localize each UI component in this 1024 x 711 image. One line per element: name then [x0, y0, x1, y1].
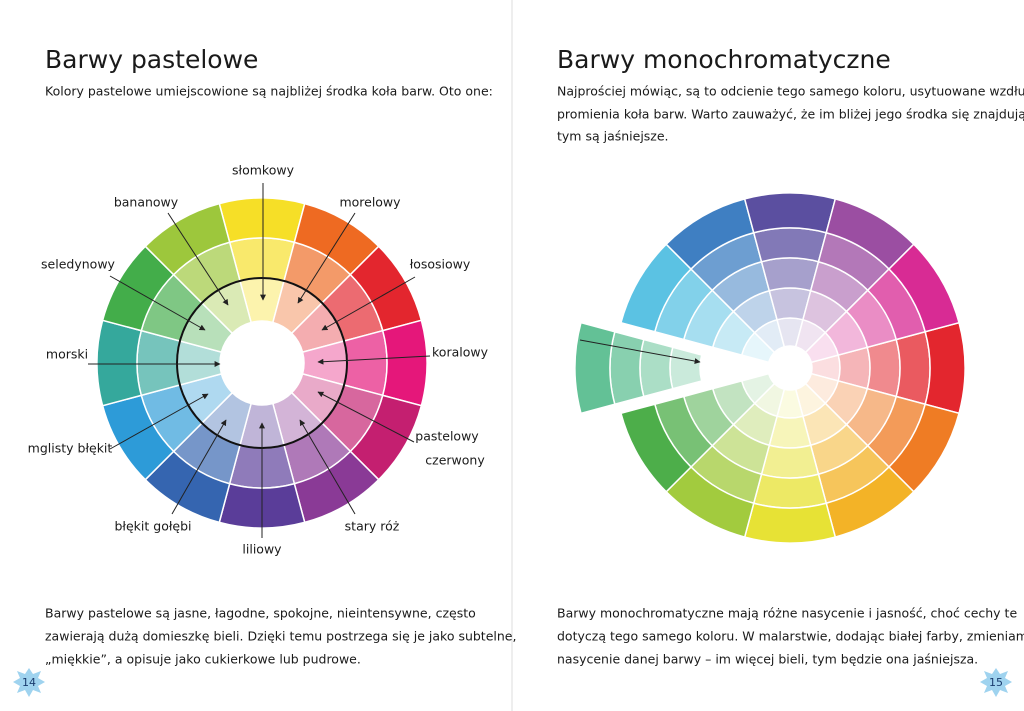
radius-arrow [579, 339, 701, 364]
wheel-label: bananowy [114, 195, 179, 210]
page-number: 15 [989, 676, 1003, 689]
page-number-splash [980, 668, 1012, 697]
wheel-segment [218, 197, 306, 244]
right-intro-line: Najprościej mówiąc, są to odcienie tego … [557, 84, 1024, 99]
wheel-segment [96, 319, 143, 407]
mono-segment [574, 321, 703, 415]
wheel-label: morelowy [339, 195, 401, 210]
pointer-arrow [321, 276, 416, 331]
wheel-segment [895, 330, 931, 406]
wheel-segment [760, 257, 820, 292]
wheel-segment [136, 329, 181, 397]
wheel-label: stary róż [345, 519, 400, 534]
mono-segment [804, 243, 960, 364]
left-body-line: Barwy pastelowe są jasne, łagodne, spoko… [45, 606, 476, 621]
wheel-segment [743, 192, 837, 234]
pointer-arrow [317, 355, 431, 365]
wheel-segment [924, 321, 966, 415]
wheel-label: morski [46, 347, 88, 362]
wheel-segment [343, 329, 388, 397]
page-number: 14 [22, 676, 36, 689]
wheel-label: koralowy [432, 345, 489, 360]
page-number-splash [13, 668, 45, 697]
wheel-label: pastelowy [415, 429, 479, 444]
left-body-line: zawierają dużą domieszkę bieli. Dzięki t… [45, 629, 516, 644]
wheel-segment [866, 338, 901, 398]
mono-segment [665, 198, 786, 354]
wheel-segment [381, 319, 428, 407]
mono-segment [794, 382, 915, 538]
pointer-arrow [297, 212, 356, 304]
wheel-segment [752, 473, 828, 509]
mono-segment [620, 372, 776, 493]
wheel-segment [620, 403, 693, 493]
mono-segment [743, 192, 837, 348]
pointer-arrow [171, 419, 227, 515]
right-body-line: Barwy monochromatyczne mają różne nasyce… [557, 606, 1017, 621]
pointer-arrow [299, 419, 356, 515]
wheel-segment [228, 237, 296, 282]
wheel-label: seledynowy [41, 257, 115, 272]
pointer-arrow [109, 275, 206, 331]
pointer-arrow [167, 212, 229, 306]
right-title: Barwy monochromatyczne [557, 45, 891, 74]
wheel-label: błękit gołębi [115, 519, 192, 534]
left-body-line: „miękkie”, a opisuje jako cukierkowe lub… [45, 652, 361, 667]
left-title: Barwy pastelowe [45, 45, 258, 74]
wheel-label: mglisty błękit [28, 441, 113, 456]
wheel-segment [743, 502, 837, 544]
wheel-label: łososiowy [410, 257, 471, 272]
pointer-arrow [317, 391, 415, 443]
right-body-line: dotyczą tego samego koloru. W malarstwie… [557, 629, 1024, 644]
left-intro: Kolory pastelowe umiejscowione są najbli… [45, 84, 493, 99]
mono-segment [743, 388, 837, 544]
right-body-line: nasycenie danej barwy – im więcej bieli,… [557, 652, 978, 667]
wheel-segment [887, 243, 960, 333]
wheel-label: słomkowy [232, 163, 295, 178]
wheel-label: czerwony [425, 453, 485, 468]
wheel-segment [760, 444, 820, 479]
wheel-segment [144, 202, 231, 276]
color-wheels [96, 192, 966, 544]
right-intro-line: tym są jaśniejsze. [557, 129, 669, 144]
mono-segment [810, 321, 966, 415]
wheel-segment [574, 321, 616, 415]
pointer-arrow [109, 393, 209, 450]
wheel-label: liliowy [242, 542, 282, 557]
right-intro-line: promienia koła barw. Warto zauważyć, że … [557, 107, 1024, 122]
wheel-segment [752, 227, 828, 263]
